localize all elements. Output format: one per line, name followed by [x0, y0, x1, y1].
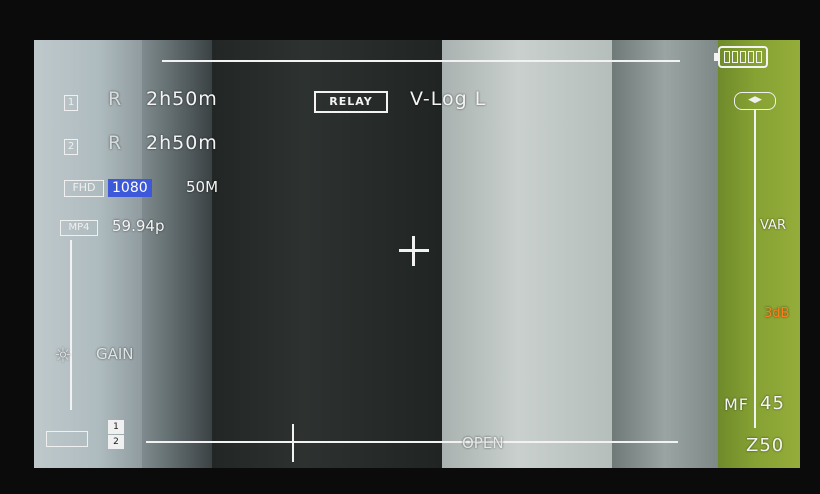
- scene-post: [142, 40, 212, 468]
- slot-2-time: 2h50m: [146, 132, 218, 154]
- frame-rate-label: 59.94p: [112, 217, 165, 235]
- gain-label: GAIN: [96, 345, 134, 363]
- iris-open-label: OPEN: [462, 434, 504, 452]
- slot-1-icon: 1: [64, 95, 78, 111]
- relay-badge: RELAY: [314, 91, 388, 113]
- slot-2-mode: R: [108, 132, 123, 154]
- bottom-left-icon: [46, 431, 88, 447]
- audio-channel-2-icon: 2: [108, 435, 124, 449]
- scene-left-wall: [34, 40, 142, 468]
- gain-mode-label: VAR: [760, 218, 786, 233]
- gamma-label: V-Log L: [410, 88, 487, 110]
- level-indicator-icon: ◀▶: [734, 92, 776, 110]
- right-level-line: [754, 110, 756, 428]
- crosshair-vertical-bar: [412, 236, 415, 266]
- mp4-icon: MP4: [60, 220, 98, 236]
- focus-value-label: 45: [760, 393, 785, 414]
- resolution-highlight: 1080: [108, 179, 152, 197]
- zoom-value-label: Z50: [746, 435, 785, 456]
- slot-1-time: 2h50m: [146, 88, 218, 110]
- battery-tip: [714, 53, 718, 61]
- bottom-iris-marker: [292, 424, 294, 462]
- scene-green-area: [718, 40, 800, 468]
- slot-1-mode: R: [108, 88, 123, 110]
- battery-icon: [718, 46, 768, 68]
- scene-light-area: [442, 40, 612, 468]
- bitrate-label: 50M: [186, 178, 219, 196]
- scene-mid-area: [612, 40, 718, 468]
- wb-icon: ☼: [54, 343, 72, 367]
- audio-channel-1-icon: 1: [108, 420, 124, 434]
- top-level-line: [162, 60, 680, 62]
- bottom-iris-line: [146, 441, 678, 443]
- slot-2-icon: 2: [64, 139, 78, 155]
- viewfinder-screen: 1 R 2h50m 2 R 2h50m RELAY V-Log L FHD 10…: [34, 40, 800, 468]
- gain-value-label: 3dB: [764, 306, 790, 321]
- fhd-icon: FHD: [64, 180, 104, 197]
- left-level-line: [70, 240, 72, 410]
- focus-mode-label: MF: [724, 395, 750, 414]
